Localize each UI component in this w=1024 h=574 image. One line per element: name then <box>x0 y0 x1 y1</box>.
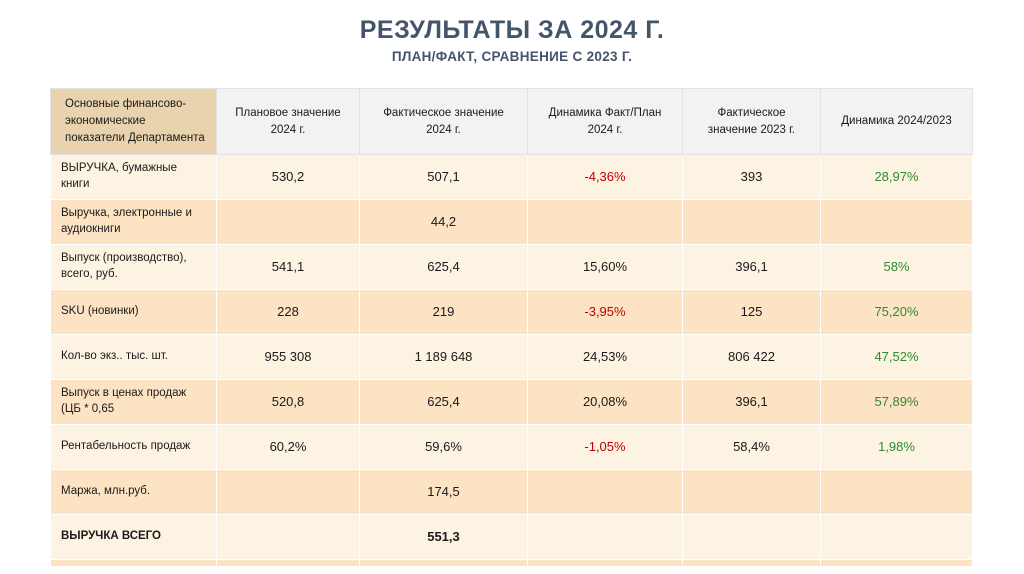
data-cell <box>682 514 821 560</box>
data-cell <box>216 469 360 515</box>
data-cell: 219 <box>359 289 528 335</box>
data-cell: 28,97% <box>820 154 973 200</box>
data-cell: 125 <box>682 289 821 335</box>
table-row: Рентабельность продаж 60,2% 59,6% -1,05% 58,… <box>50 424 973 470</box>
data-cell: 1,98% <box>820 424 973 470</box>
header-indicators: Основные финансово-экономические показат… <box>50 88 217 155</box>
data-cell: -1,05% <box>527 424 683 470</box>
table-header: Основные финансово-экономические показат… <box>50 88 973 155</box>
row-label: Выпуск в ценах продаж (ЦБ * 0,65 <box>50 379 217 425</box>
header-col-3: Динамика Факт/План 2024 г. <box>527 88 683 155</box>
table-row: Выпуск (производство), всего, руб. 541,1 6… <box>50 244 973 290</box>
data-cell: 396,1 <box>682 244 821 290</box>
strip-cell <box>820 559 973 567</box>
table-row: ВЫРУЧКА ВСЕГО 551,3 <box>50 514 973 560</box>
data-cell: 541,1 <box>216 244 360 290</box>
row-label: Маржа, млн.руб. <box>50 469 217 515</box>
data-cell: 15,60% <box>527 244 683 290</box>
data-cell: 530,2 <box>216 154 360 200</box>
data-cell <box>682 469 821 515</box>
data-cell: 228 <box>216 289 360 335</box>
data-cell <box>682 199 821 245</box>
data-cell: 1 189 648 <box>359 334 528 380</box>
table-row: Выручка, электронные и аудиокниги 44,2 <box>50 199 973 245</box>
data-cell: 507,1 <box>359 154 528 200</box>
data-cell: 174,5 <box>359 469 528 515</box>
data-cell: 520,8 <box>216 379 360 425</box>
page-subtitle: ПЛАН/ФАКТ, СРАВНЕНИЕ С 2023 Г. <box>391 49 633 64</box>
data-cell: 396,1 <box>682 379 821 425</box>
header-row: Основные финансово-экономические показат… <box>50 88 973 155</box>
strip-cell <box>527 559 683 567</box>
data-cell: 60,2% <box>216 424 360 470</box>
row-label: Кол-во экз.. тыс. шт. <box>50 334 217 380</box>
header-col-1: Плановое значение 2024 г. <box>216 88 360 155</box>
data-cell: 75,20% <box>820 289 973 335</box>
header-col-2: Фактическое значение 2024 г. <box>359 88 528 155</box>
data-cell <box>216 199 360 245</box>
data-cell <box>820 469 973 515</box>
table-bottom-strip <box>50 559 973 567</box>
header-col-5: Динамика 2024/2023 <box>820 88 973 155</box>
row-label: ВЫРУЧКА, бумажные книги <box>50 154 217 200</box>
data-cell: 58,4% <box>682 424 821 470</box>
row-label: Выручка, электронные и аудиокниги <box>50 199 217 245</box>
header-col-4: Фактическое значение 2023 г. <box>682 88 821 155</box>
data-cell: -3,95% <box>527 289 683 335</box>
data-cell: 955 308 <box>216 334 360 380</box>
data-cell <box>527 514 683 560</box>
results-table: Основные финансово-экономические показат… <box>50 88 973 567</box>
strip-cell <box>50 559 217 567</box>
data-cell: -4,36% <box>527 154 683 200</box>
data-cell: 58% <box>820 244 973 290</box>
table-row: Кол-во экз.. тыс. шт. 955 308 1 189 648 24,… <box>50 334 973 380</box>
data-cell <box>820 199 973 245</box>
page-title: РЕЗУЛЬТАТЫ ЗА 2024 Г. <box>359 16 665 44</box>
data-cell <box>820 514 973 560</box>
data-cell: 24,53% <box>527 334 683 380</box>
data-cell: 59,6% <box>359 424 528 470</box>
data-cell: 806 422 <box>682 334 821 380</box>
strip-cell <box>682 559 821 567</box>
strip-cell <box>216 559 360 567</box>
row-label: Рентабельность продаж <box>50 424 217 470</box>
row-label: Выпуск (производство), всего, руб. <box>50 244 217 290</box>
row-label: SKU (новинки) <box>50 289 217 335</box>
table-row: Выпуск в ценах продаж (ЦБ * 0,65 520,8 625… <box>50 379 973 425</box>
table-row: SKU (новинки) 228 219 -3,95% 125 75,20% <box>50 289 973 335</box>
data-cell: 625,4 <box>359 379 528 425</box>
data-cell: 625,4 <box>359 244 528 290</box>
data-cell: 44,2 <box>359 199 528 245</box>
row-label: ВЫРУЧКА ВСЕГО <box>50 514 217 560</box>
data-cell <box>527 469 683 515</box>
data-cell: 47,52% <box>820 334 973 380</box>
table-row: Маржа, млн.руб. 174,5 <box>50 469 973 515</box>
data-cell: 20,08% <box>527 379 683 425</box>
data-cell: 57,89% <box>820 379 973 425</box>
strip-cell <box>359 559 528 567</box>
table-row: ВЫРУЧКА, бумажные книги 530,2 507,1 -4,36% 3… <box>50 154 973 200</box>
data-cell <box>527 199 683 245</box>
data-cell: 551,3 <box>359 514 528 560</box>
data-cell: 393 <box>682 154 821 200</box>
data-cell <box>216 514 360 560</box>
results-table-container: Основные финансово-экономические показат… <box>50 88 973 567</box>
table-body: ВЫРУЧКА, бумажные книги 530,2 507,1 -4,36% 3… <box>50 154 973 567</box>
